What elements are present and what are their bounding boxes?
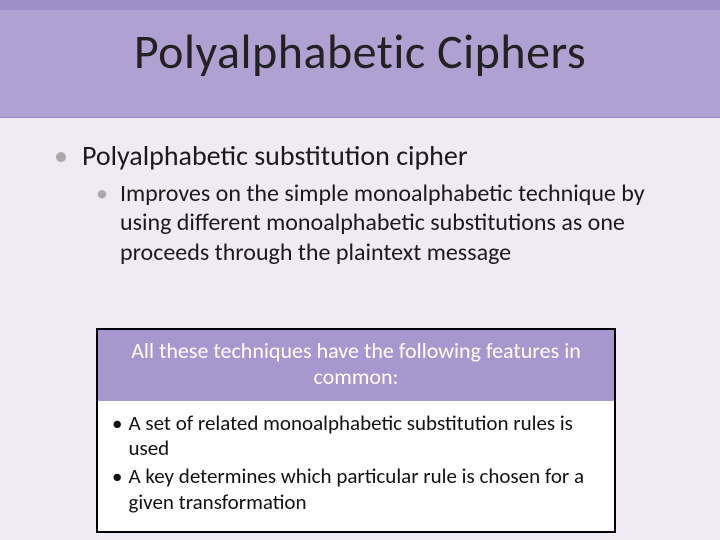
bullet-l2-text: Improves on the simple monoalphabetic te… xyxy=(120,179,666,267)
feature-box-header: All these techniques have the following … xyxy=(98,330,614,401)
title-band: Polyalphabetic Ciphers xyxy=(0,0,720,118)
bullet-level-1: • Polyalphabetic substitution cipher xyxy=(54,138,666,173)
bullet-dot-icon: • xyxy=(54,138,68,173)
bullet-dot-icon: • xyxy=(96,179,108,267)
feature-item: • A key determines which particular rule… xyxy=(112,464,600,515)
feature-item-text: A key determines which particular rule i… xyxy=(128,464,600,515)
bullet-l1-text: Polyalphabetic substitution cipher xyxy=(82,138,468,173)
slide-body: • Polyalphabetic substitution cipher • I… xyxy=(54,138,666,273)
slide-title: Polyalphabetic Ciphers xyxy=(0,22,720,81)
bullet-dot-icon: • xyxy=(112,411,122,462)
bullet-dot-icon: • xyxy=(112,464,122,515)
feature-item-text: A set of related monoalphabetic substitu… xyxy=(128,411,600,462)
feature-item: • A set of related monoalphabetic substi… xyxy=(112,411,600,462)
title-band-stripe xyxy=(0,0,720,10)
feature-box-body: • A set of related monoalphabetic substi… xyxy=(98,401,614,531)
bullet-level-2: • Improves on the simple monoalphabetic … xyxy=(96,179,666,267)
feature-box: All these techniques have the following … xyxy=(96,328,616,533)
